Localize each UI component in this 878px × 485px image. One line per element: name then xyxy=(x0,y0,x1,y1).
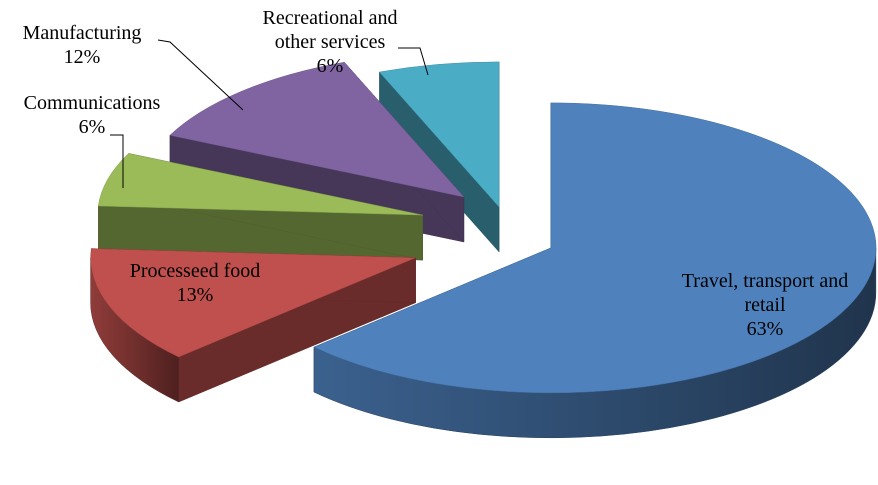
slice-value: 13% xyxy=(176,284,214,306)
leader-line xyxy=(157,39,244,111)
slice-name: Communications xyxy=(23,92,161,114)
leader-line xyxy=(110,134,124,188)
slice-name: Processeed food xyxy=(129,260,261,282)
slice-value: 6% xyxy=(316,55,344,77)
leader-line xyxy=(398,47,429,76)
slice xyxy=(98,153,423,216)
slice-label: Recreational and other services 6% xyxy=(240,6,420,78)
slice-name: Recreational and other services xyxy=(262,7,398,53)
slice xyxy=(313,102,877,394)
slice xyxy=(90,248,416,358)
slice-label: Manufacturing 12% xyxy=(0,21,182,69)
slice-label: Processeed food 13% xyxy=(95,259,295,307)
slice-name: Travel, transport and retail xyxy=(681,270,849,316)
slice-label: Travel, transport and retail 63% xyxy=(680,269,850,341)
slice-name: Manufacturing xyxy=(22,22,142,44)
slice xyxy=(378,61,500,208)
slice-label: Communications 6% xyxy=(0,91,192,139)
slice xyxy=(169,61,465,198)
slice-value: 6% xyxy=(78,116,106,138)
slice-value: 63% xyxy=(746,318,784,340)
slice-value: 12% xyxy=(63,46,101,68)
